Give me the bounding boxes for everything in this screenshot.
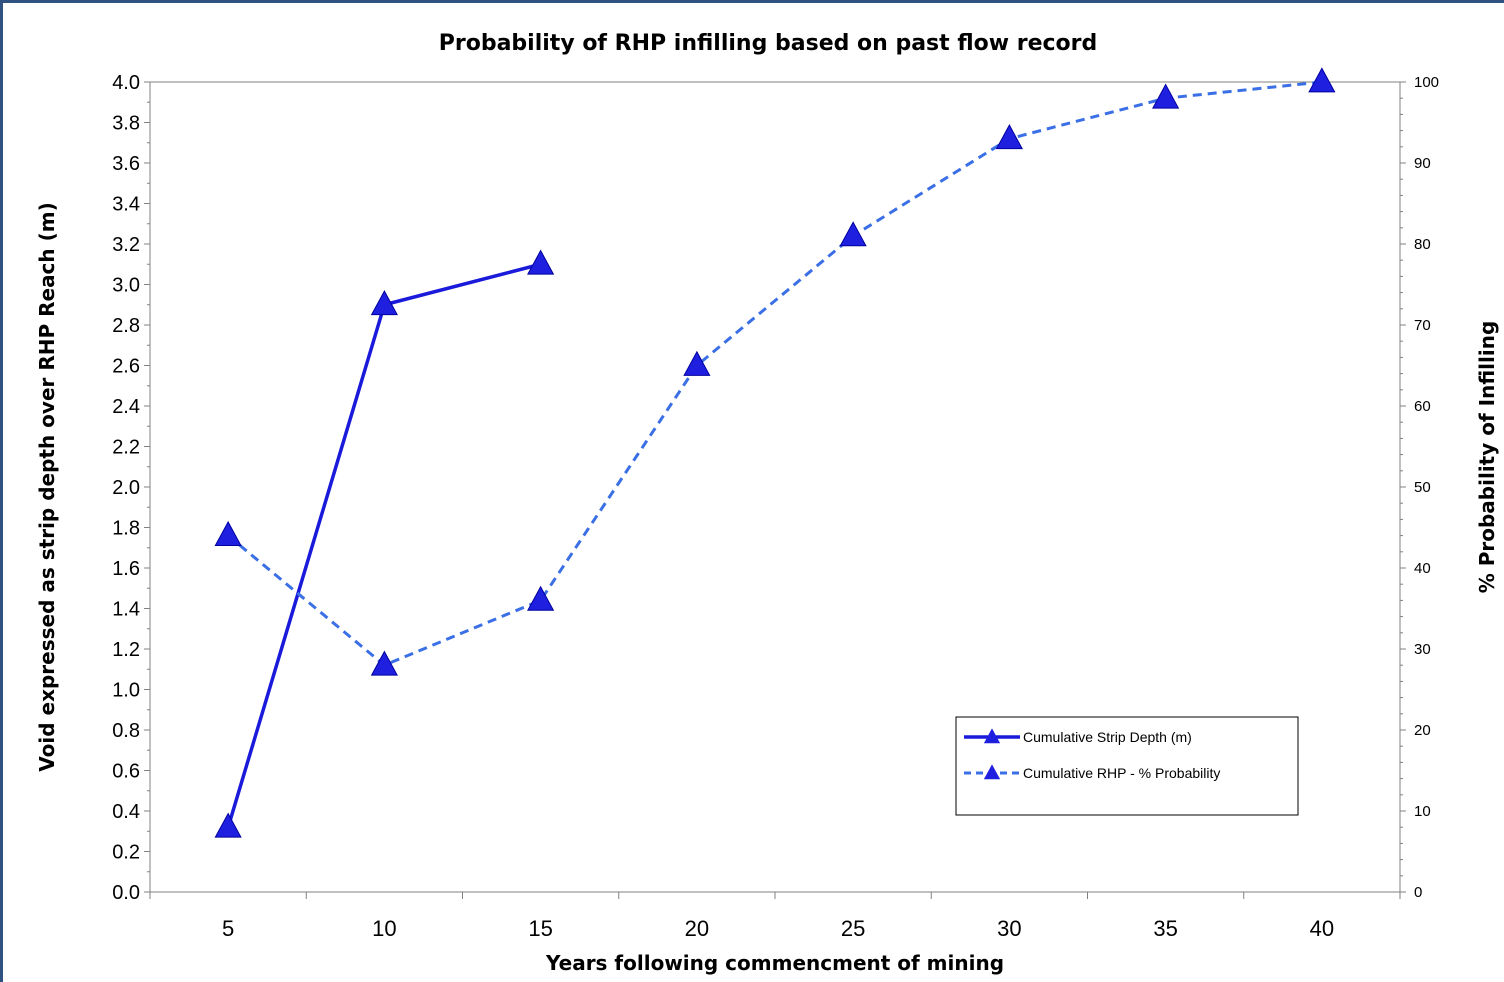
left-tick-label: 4.0: [112, 72, 140, 94]
series-line: [227, 80, 1323, 667]
chart-title: Probability of RHP infilling based on pa…: [439, 31, 1098, 56]
data-point: [839, 221, 867, 247]
right-tick-label: 0: [1414, 884, 1422, 901]
left-tick-label: 1.6: [112, 558, 140, 580]
left-tick-label: 0.6: [112, 761, 140, 783]
left-tick-label: 0.0: [112, 882, 140, 904]
x-tick-label: 30: [997, 916, 1021, 941]
x-tick-label: 25: [841, 916, 865, 941]
left-tick-label: 1.2: [112, 639, 140, 661]
legend-item: Cumulative Strip Depth (m): [964, 728, 1192, 745]
right-tick-label: 70: [1414, 317, 1431, 334]
data-point: [683, 350, 711, 376]
left-tick-label: 2.6: [112, 356, 140, 378]
right-tick-label: 30: [1414, 641, 1431, 658]
left-tick-label: 2.0: [112, 477, 140, 499]
data-point: [214, 520, 242, 546]
series-layer: [214, 67, 1336, 838]
right-axis: 0 10 20 30 40 50 60 70 80 90 100: [1400, 74, 1439, 901]
left-tick-label: 0.4: [112, 801, 140, 823]
data-point: [214, 812, 242, 838]
left-tick-label: 1.4: [112, 599, 140, 621]
right-tick-label: 10: [1414, 803, 1431, 820]
right-tick-label: 100: [1414, 74, 1439, 91]
legend-label: Cumulative Strip Depth (m): [1023, 729, 1192, 745]
left-tick-label: 3.8: [112, 113, 140, 135]
x-tick-label: 5: [222, 916, 234, 941]
x-axis-title: Years following commencment of mining: [545, 951, 1004, 975]
x-axis: 5 10 15 20 25 30 35 40: [149, 892, 1401, 941]
right-tick-label: 60: [1414, 398, 1431, 415]
left-axis: 0.0 0.2 0.4 0.6 0.8 1.0 1.2 1.4 1.6 1.8 2.0 2.2 2.4 2…: [112, 72, 150, 904]
x-tick-label: 40: [1310, 916, 1334, 941]
legend-marker: [983, 764, 1001, 780]
right-tick-label: 50: [1414, 479, 1431, 496]
left-tick-label: 3.6: [112, 153, 140, 175]
left-tick-label: 0.2: [112, 842, 140, 864]
left-tick-label: 2.2: [112, 437, 140, 459]
data-point: [370, 290, 398, 316]
legend-label: Cumulative RHP - % Probability: [1023, 765, 1220, 781]
legend-box: [955, 716, 1299, 816]
right-tick-label: 90: [1414, 155, 1431, 172]
left-tick-label: 1.8: [112, 518, 140, 540]
data-point: [995, 124, 1023, 150]
legend: Cumulative Strip Depth (m) Cumulative RHP…: [955, 716, 1299, 816]
right-tick-label: 80: [1414, 236, 1431, 253]
series-1: [214, 249, 555, 838]
left-tick-label: 0.8: [112, 720, 140, 742]
right-axis-title: % Probability of Infilling: [1475, 321, 1499, 594]
data-point: [527, 585, 555, 611]
left-axis-title: Void expressed as strip depth over RHP R…: [35, 202, 59, 771]
series-2: [214, 67, 1336, 676]
left-tick-label: 1.0: [112, 680, 140, 702]
left-tick-label: 2.4: [112, 396, 140, 418]
data-point: [1152, 83, 1180, 109]
x-tick-label: 20: [685, 916, 709, 941]
legend-item: Cumulative RHP - % Probability: [964, 764, 1220, 781]
left-tick-label: 3.4: [112, 194, 140, 216]
x-tick-label: 15: [528, 916, 552, 941]
right-tick-label: 40: [1414, 560, 1431, 577]
series-line: [226, 262, 542, 828]
data-point: [370, 650, 398, 676]
x-tick-label: 10: [372, 916, 396, 941]
data-point: [527, 249, 555, 275]
left-tick-label: 2.8: [112, 315, 140, 337]
left-tick-label: 3.0: [112, 275, 140, 297]
data-point: [1308, 67, 1336, 93]
left-tick-label: 3.2: [112, 234, 140, 256]
legend-marker: [983, 728, 1001, 744]
right-tick-label: 20: [1414, 722, 1431, 739]
x-tick-label: 35: [1153, 916, 1177, 941]
